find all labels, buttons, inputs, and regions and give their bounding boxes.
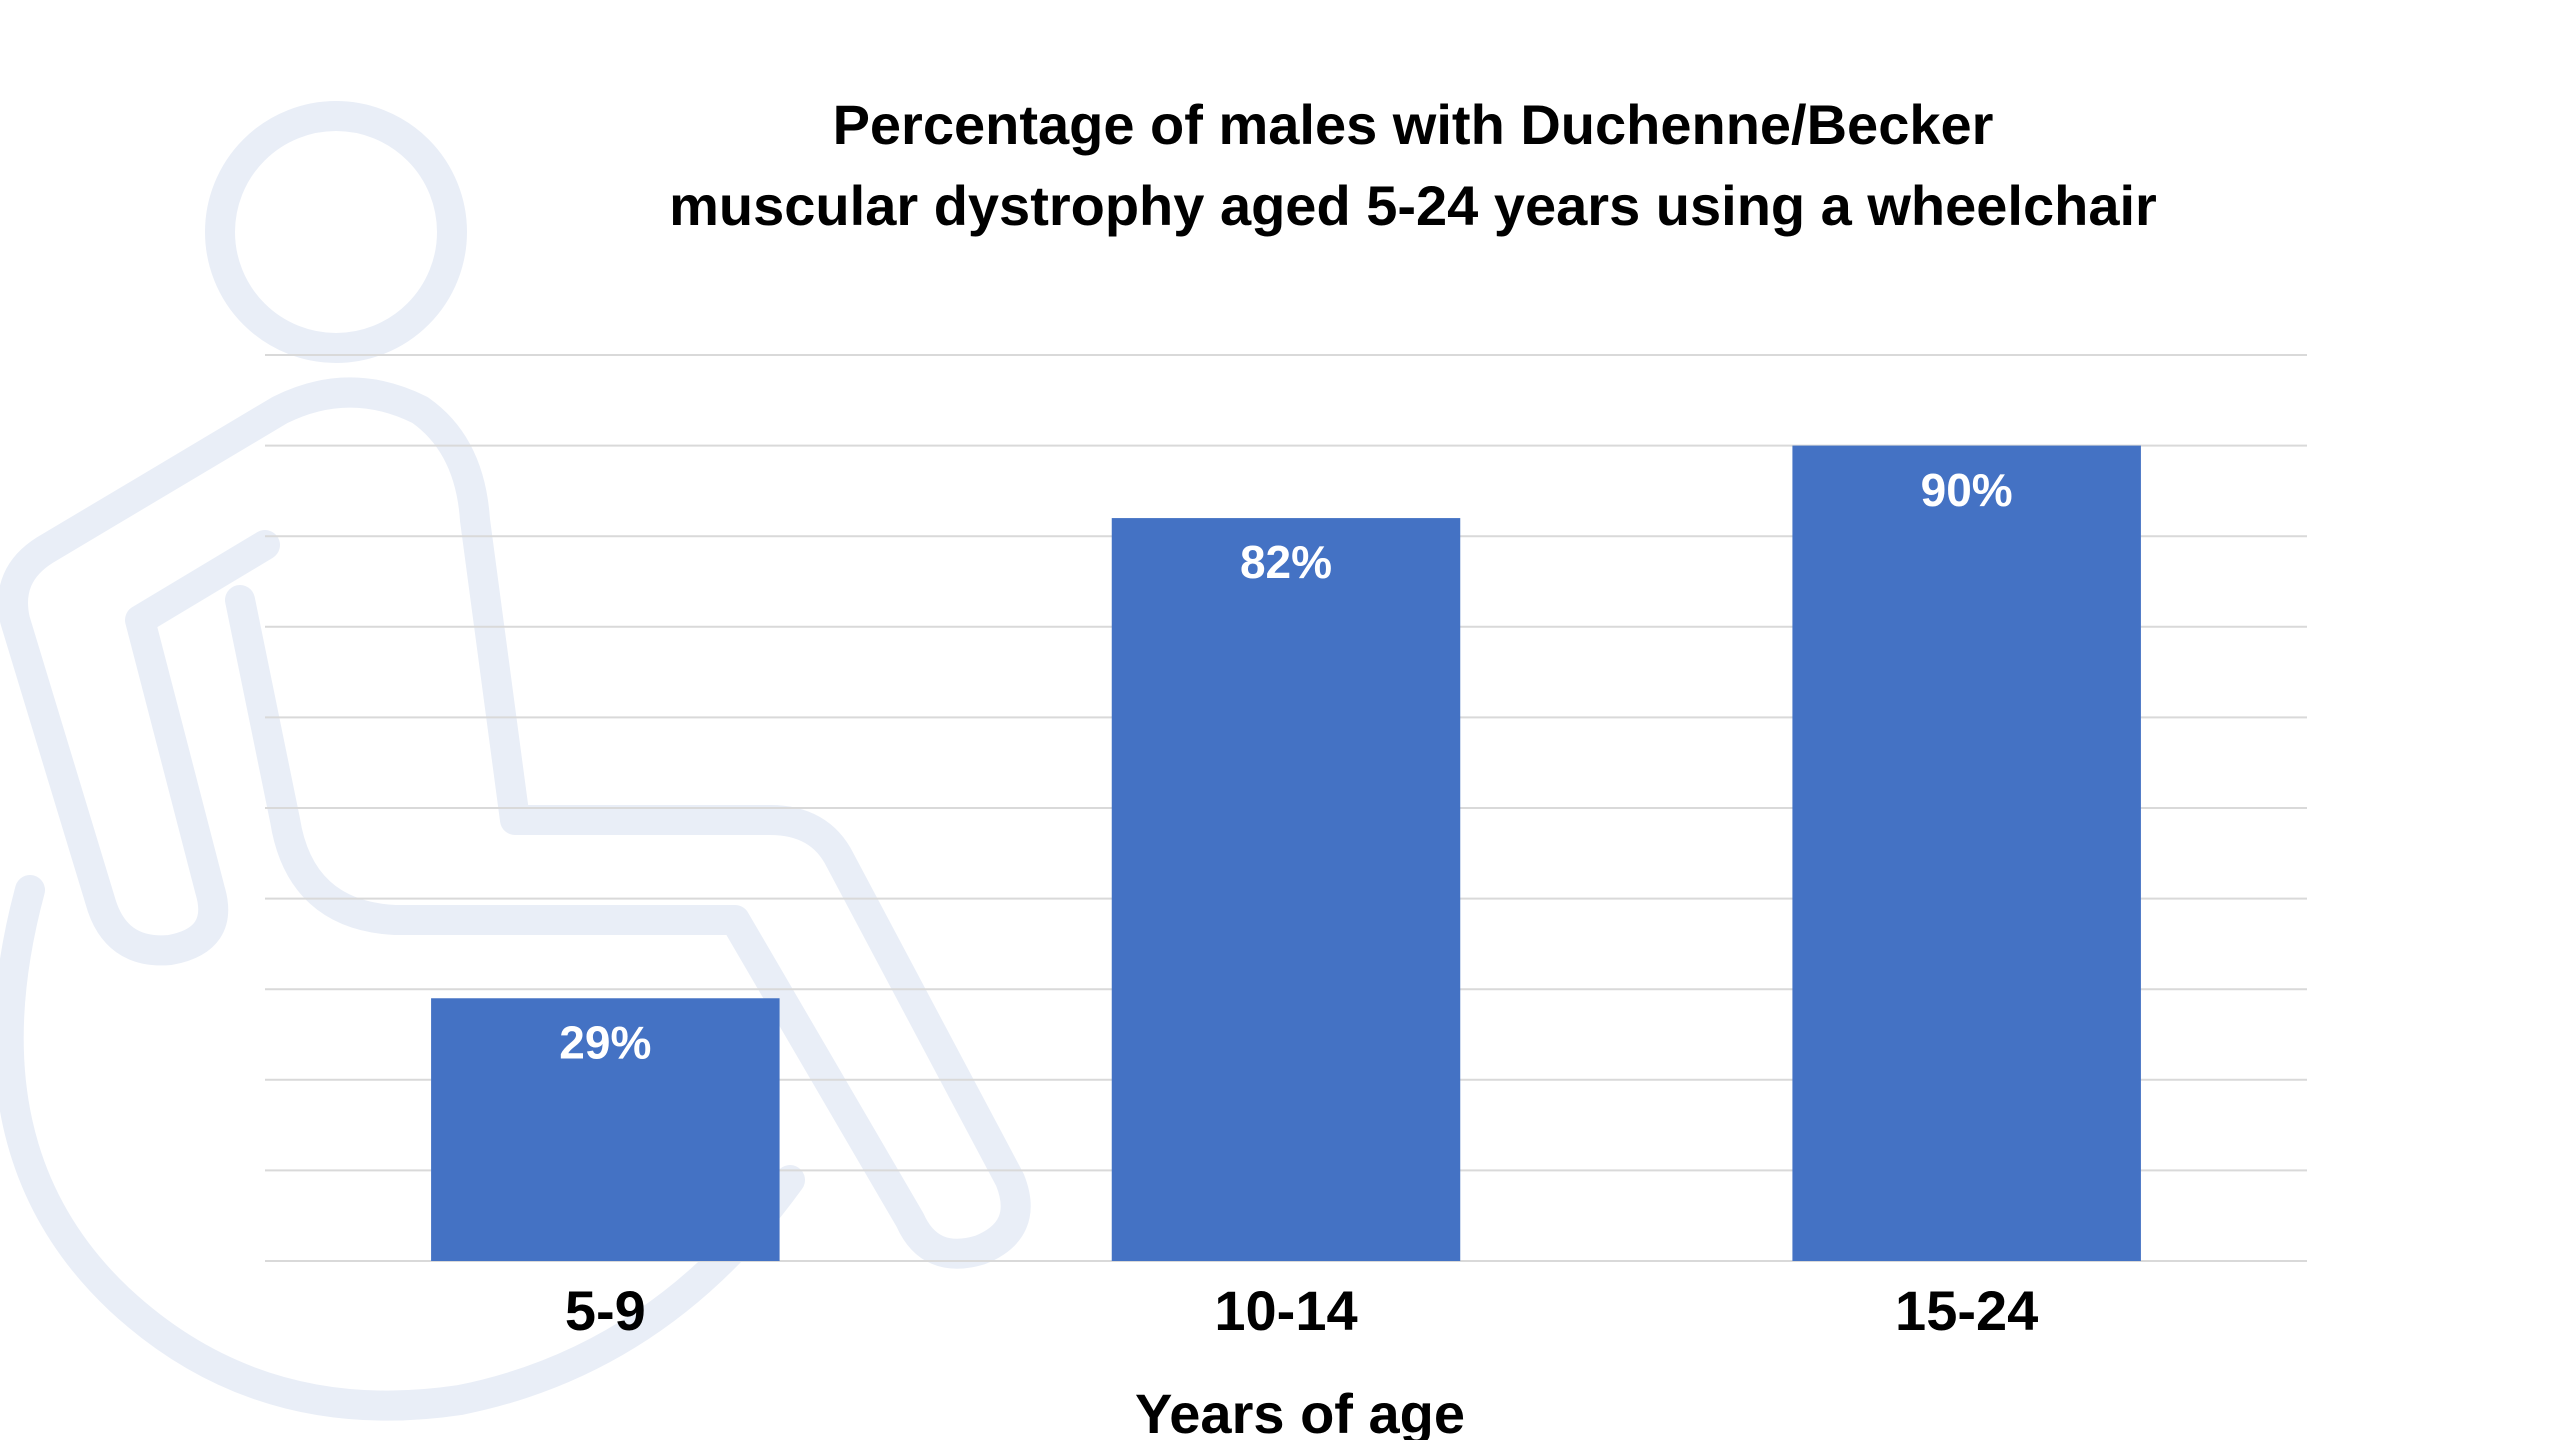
chart-title: muscular dystrophy aged 5-24 years using… — [669, 174, 2157, 237]
x-tick-label: 5-9 — [565, 1279, 646, 1342]
data-label: 29% — [559, 1016, 651, 1068]
chart-title: Percentage of males with Duchenne/Becker — [833, 93, 1994, 156]
bar — [1792, 445, 2141, 1262]
x-tick-label: 15-24 — [1895, 1279, 2038, 1342]
data-label: 90% — [1921, 464, 2013, 516]
x-tick-label: 10-14 — [1214, 1279, 1357, 1342]
x-axis-title: Years of age — [1135, 1382, 1465, 1440]
bar — [431, 998, 780, 1261]
data-label: 82% — [1240, 536, 1332, 588]
bar — [1111, 518, 1461, 1261]
wheelchair-icon — [0, 101, 1031, 1421]
